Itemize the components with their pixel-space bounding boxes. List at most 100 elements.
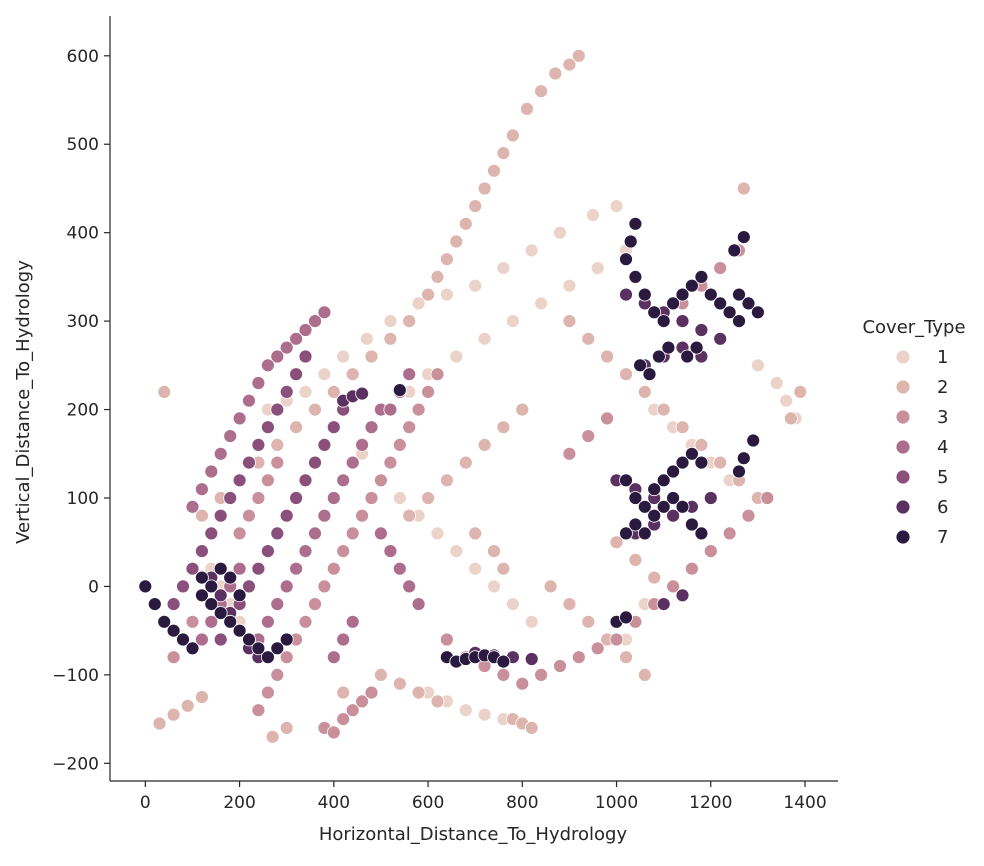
data-point-cover-2 bbox=[430, 694, 445, 709]
legend-label-1: 1 bbox=[937, 347, 948, 368]
data-point-cover-1 bbox=[430, 526, 445, 541]
data-point-cover-1 bbox=[609, 199, 624, 214]
y-tick-label: −100 bbox=[52, 666, 99, 686]
data-point-cover-5 bbox=[166, 597, 181, 611]
data-point-cover-3 bbox=[562, 446, 577, 461]
data-point-cover-2 bbox=[581, 331, 596, 346]
data-point-cover-5 bbox=[279, 508, 294, 523]
data-point-cover-7 bbox=[666, 491, 680, 505]
data-point-cover-1 bbox=[477, 707, 492, 722]
x-tick-label: 1200 bbox=[689, 793, 732, 813]
data-point-cover-4 bbox=[204, 464, 219, 479]
data-point-cover-7 bbox=[176, 632, 190, 647]
data-point-cover-3 bbox=[270, 668, 285, 682]
x-tick-label: 800 bbox=[506, 793, 538, 813]
data-point-cover-2 bbox=[402, 314, 417, 329]
data-point-cover-3 bbox=[251, 491, 266, 505]
data-point-cover-2 bbox=[166, 707, 181, 722]
legend-marker-1 bbox=[895, 349, 911, 365]
data-point-cover-7 bbox=[496, 654, 511, 669]
data-point-cover-3 bbox=[571, 650, 586, 665]
data-point-cover-3 bbox=[260, 473, 275, 488]
data-point-cover-3 bbox=[251, 703, 266, 718]
data-point-cover-5 bbox=[270, 526, 285, 541]
data-point-cover-5 bbox=[232, 473, 247, 488]
data-point-cover-1 bbox=[506, 314, 520, 329]
data-point-cover-3 bbox=[496, 668, 511, 682]
data-point-cover-2 bbox=[581, 614, 596, 629]
data-point-cover-5 bbox=[242, 455, 256, 470]
data-point-cover-7 bbox=[722, 305, 737, 320]
legend-label-7: 7 bbox=[937, 527, 948, 548]
data-point-cover-7 bbox=[260, 650, 275, 665]
y-tick-label: 500 bbox=[67, 135, 99, 155]
data-point-cover-7 bbox=[223, 570, 238, 585]
data-point-cover-2 bbox=[270, 437, 285, 452]
data-point-cover-4 bbox=[194, 482, 209, 497]
data-point-cover-2 bbox=[713, 455, 728, 470]
data-point-cover-1 bbox=[317, 367, 332, 382]
data-point-cover-3 bbox=[232, 526, 247, 541]
data-point-cover-1 bbox=[477, 331, 492, 346]
data-point-cover-3 bbox=[685, 561, 699, 576]
x-axis-label: Horizontal_Distance_To_Hydrology bbox=[319, 824, 628, 845]
data-point-cover-3 bbox=[373, 473, 388, 488]
y-axis-label: Vertical_Distance_To_Hydrology bbox=[13, 260, 34, 544]
data-point-cover-4 bbox=[308, 526, 322, 541]
data-point-cover-2 bbox=[543, 579, 558, 594]
data-point-cover-3 bbox=[345, 703, 360, 718]
data-point-cover-4 bbox=[232, 411, 247, 426]
data-point-cover-7 bbox=[656, 499, 671, 514]
data-point-cover-7 bbox=[194, 570, 209, 585]
data-point-cover-4 bbox=[402, 367, 417, 382]
data-point-cover-4 bbox=[364, 420, 379, 435]
data-point-cover-2 bbox=[468, 199, 483, 214]
x-tick-label: 1400 bbox=[783, 793, 826, 813]
data-point-cover-1 bbox=[506, 597, 520, 611]
data-point-cover-7 bbox=[628, 517, 643, 532]
data-point-cover-6 bbox=[703, 491, 718, 505]
data-point-cover-4 bbox=[270, 597, 285, 611]
data-point-cover-2 bbox=[694, 437, 709, 452]
data-point-cover-7 bbox=[675, 455, 690, 470]
data-point-cover-2 bbox=[194, 690, 209, 704]
data-point-cover-7 bbox=[204, 579, 219, 594]
data-point-cover-2 bbox=[600, 349, 614, 364]
data-point-cover-4 bbox=[392, 561, 407, 576]
data-point-cover-3 bbox=[439, 632, 454, 647]
data-point-cover-3 bbox=[279, 650, 294, 665]
data-point-cover-4 bbox=[185, 499, 200, 514]
y-tick-label: 400 bbox=[67, 224, 99, 244]
data-point-cover-6 bbox=[694, 323, 709, 337]
data-point-cover-5 bbox=[279, 384, 294, 399]
data-point-cover-1 bbox=[553, 225, 567, 240]
data-point-cover-1 bbox=[383, 314, 398, 329]
data-point-cover-4 bbox=[383, 544, 398, 558]
data-point-cover-4 bbox=[251, 376, 266, 390]
data-point-cover-3 bbox=[270, 455, 285, 470]
data-point-cover-1 bbox=[439, 287, 454, 302]
y-tick-label: 0 bbox=[88, 577, 99, 597]
data-point-cover-7 bbox=[685, 446, 699, 461]
x-tick-label: 400 bbox=[318, 793, 350, 813]
data-point-cover-7 bbox=[703, 287, 718, 302]
data-point-cover-1 bbox=[336, 349, 351, 364]
data-point-cover-3 bbox=[430, 367, 445, 382]
data-point-cover-2 bbox=[468, 526, 483, 541]
data-point-cover-2 bbox=[411, 685, 426, 700]
data-point-cover-7 bbox=[619, 610, 633, 625]
data-point-cover-7 bbox=[694, 526, 709, 541]
axes-layer bbox=[109, 16, 838, 782]
data-point-cover-2 bbox=[458, 216, 473, 231]
data-point-cover-2 bbox=[524, 721, 539, 735]
data-point-cover-7 bbox=[680, 349, 695, 364]
data-point-cover-4 bbox=[289, 561, 304, 576]
data-point-cover-2 bbox=[180, 698, 195, 713]
data-point-cover-2 bbox=[675, 420, 690, 435]
data-point-cover-3 bbox=[600, 411, 614, 426]
data-point-cover-7 bbox=[694, 269, 709, 284]
data-point-cover-5 bbox=[251, 561, 266, 576]
data-point-cover-1 bbox=[468, 278, 483, 293]
data-point-cover-4 bbox=[308, 314, 322, 329]
